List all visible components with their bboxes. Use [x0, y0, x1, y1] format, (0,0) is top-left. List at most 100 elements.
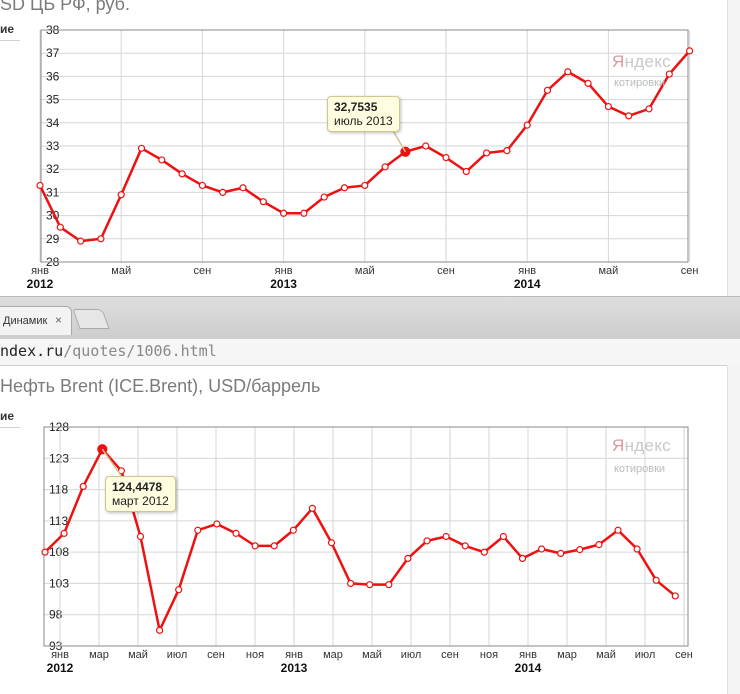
brent-side-label: ие — [0, 409, 15, 423]
data-point — [239, 184, 247, 192]
yandex-logo-subtitle: котировки — [614, 77, 666, 89]
x-tick-label: май — [596, 649, 616, 661]
data-point — [584, 79, 592, 87]
data-point — [219, 188, 227, 196]
y-tick-label: 36 — [46, 69, 60, 83]
data-point — [117, 191, 125, 199]
usd-chart-title: SD ЦБ РФ, руб. — [0, 0, 130, 14]
y-tick-label: 108 — [49, 545, 69, 559]
data-point — [461, 542, 469, 550]
address-url[interactable]: ndex.ru/quotes/1006.html — [0, 342, 217, 360]
data-point — [625, 112, 633, 120]
plot-area — [44, 427, 688, 646]
data-point — [308, 504, 316, 512]
y-tick-label: 35 — [46, 93, 60, 107]
data-point — [178, 170, 186, 178]
data-point — [213, 520, 221, 528]
data-point — [158, 156, 166, 164]
data-point — [442, 532, 450, 541]
usd-side-divider — [0, 40, 20, 41]
x-tick-label: янв — [51, 649, 69, 661]
data-point — [194, 526, 202, 534]
x-tick-label: мар — [89, 649, 109, 661]
data-point — [97, 235, 105, 243]
data-point — [595, 541, 603, 549]
y-tick-label: 33 — [46, 139, 60, 153]
brent-chart-title: Нефть Brent (ICE.Brent), USD/баррель — [0, 376, 321, 396]
brent-chart-panel: Нефть Brent (ICE.Brent), USD/баррель ие … — [0, 365, 740, 694]
y-tick-label: 32 — [46, 162, 60, 176]
data-point — [543, 86, 552, 94]
data-point — [645, 105, 653, 113]
x-tick-label: май — [362, 649, 382, 661]
data-point — [41, 548, 49, 556]
data-point — [633, 545, 641, 553]
x-tick-label: июл — [401, 649, 422, 661]
data-point — [423, 537, 431, 545]
year-label: 2013 — [270, 277, 297, 291]
x-tick-label: май — [111, 265, 131, 277]
yandex-logo: Яндекс — [612, 436, 671, 455]
usd-tooltip: 32,7535 июль 2013 — [327, 96, 400, 132]
data-point — [56, 223, 64, 231]
data-point — [289, 526, 297, 534]
y-tick-label: 98 — [49, 608, 63, 622]
data-point — [327, 539, 336, 547]
data-point — [685, 47, 694, 55]
plot-frame — [40, 29, 689, 263]
new-tab-button[interactable] — [72, 309, 110, 329]
data-point — [280, 209, 288, 217]
y-tick-label: 118 — [49, 483, 68, 497]
data-point — [422, 142, 430, 150]
data-point — [503, 147, 511, 155]
page-scrollbar-bottom[interactable] — [727, 365, 740, 694]
tooltip-pointer — [101, 448, 123, 478]
plot-frame — [43, 426, 689, 647]
data-point — [604, 102, 613, 111]
data-point — [136, 532, 145, 541]
yandex-logo: Яндекс — [612, 52, 671, 71]
data-point — [499, 532, 507, 541]
data-point — [537, 545, 546, 553]
x-tick-label: янв — [285, 649, 303, 661]
data-point — [259, 198, 267, 206]
close-tab-icon[interactable]: × — [55, 313, 63, 327]
data-point — [518, 554, 527, 562]
page-scrollbar-top[interactable] — [727, 0, 740, 296]
y-tick-label: 34 — [46, 116, 60, 130]
data-point — [76, 237, 85, 245]
x-tick-label: май — [128, 649, 148, 661]
y-tick-label: 113 — [49, 514, 68, 528]
data-point — [175, 586, 183, 594]
data-point — [665, 70, 673, 78]
x-tick-label: янв — [31, 265, 49, 277]
data-point — [366, 581, 374, 589]
data-point — [557, 549, 565, 557]
x-tick-label: май — [355, 265, 375, 277]
browser-tab[interactable]: Динамик × — [0, 306, 72, 335]
data-point — [381, 163, 389, 171]
data-point — [137, 144, 146, 152]
tooltip-pointer — [391, 128, 407, 153]
data-point — [483, 149, 491, 157]
x-tick-label: сен — [194, 265, 212, 277]
year-label: 2012 — [47, 661, 74, 675]
series-line — [44, 447, 677, 632]
data-point — [614, 526, 622, 534]
x-tick-label: мар — [323, 649, 343, 661]
usd-chart-panel: SD ЦБ РФ, руб. ие 28 29 30 31 32 33 34 35 36 37 38… — [0, 0, 740, 296]
data-point — [347, 579, 355, 588]
data-point — [156, 626, 164, 634]
year-label: 2014 — [514, 277, 541, 291]
yandex-logo-subtitle: котировки — [614, 463, 666, 475]
y-tick-label: 103 — [49, 576, 69, 590]
year-label: 2013 — [281, 661, 308, 675]
x-tick-label: ноя — [246, 649, 264, 661]
data-point — [462, 167, 470, 176]
address-bar[interactable]: ndex.ru/quotes/1006.html — [0, 338, 740, 366]
year-label: 2014 — [515, 661, 542, 675]
y-tick-label: 29 — [46, 232, 60, 246]
x-tick-label: сен — [207, 649, 225, 661]
